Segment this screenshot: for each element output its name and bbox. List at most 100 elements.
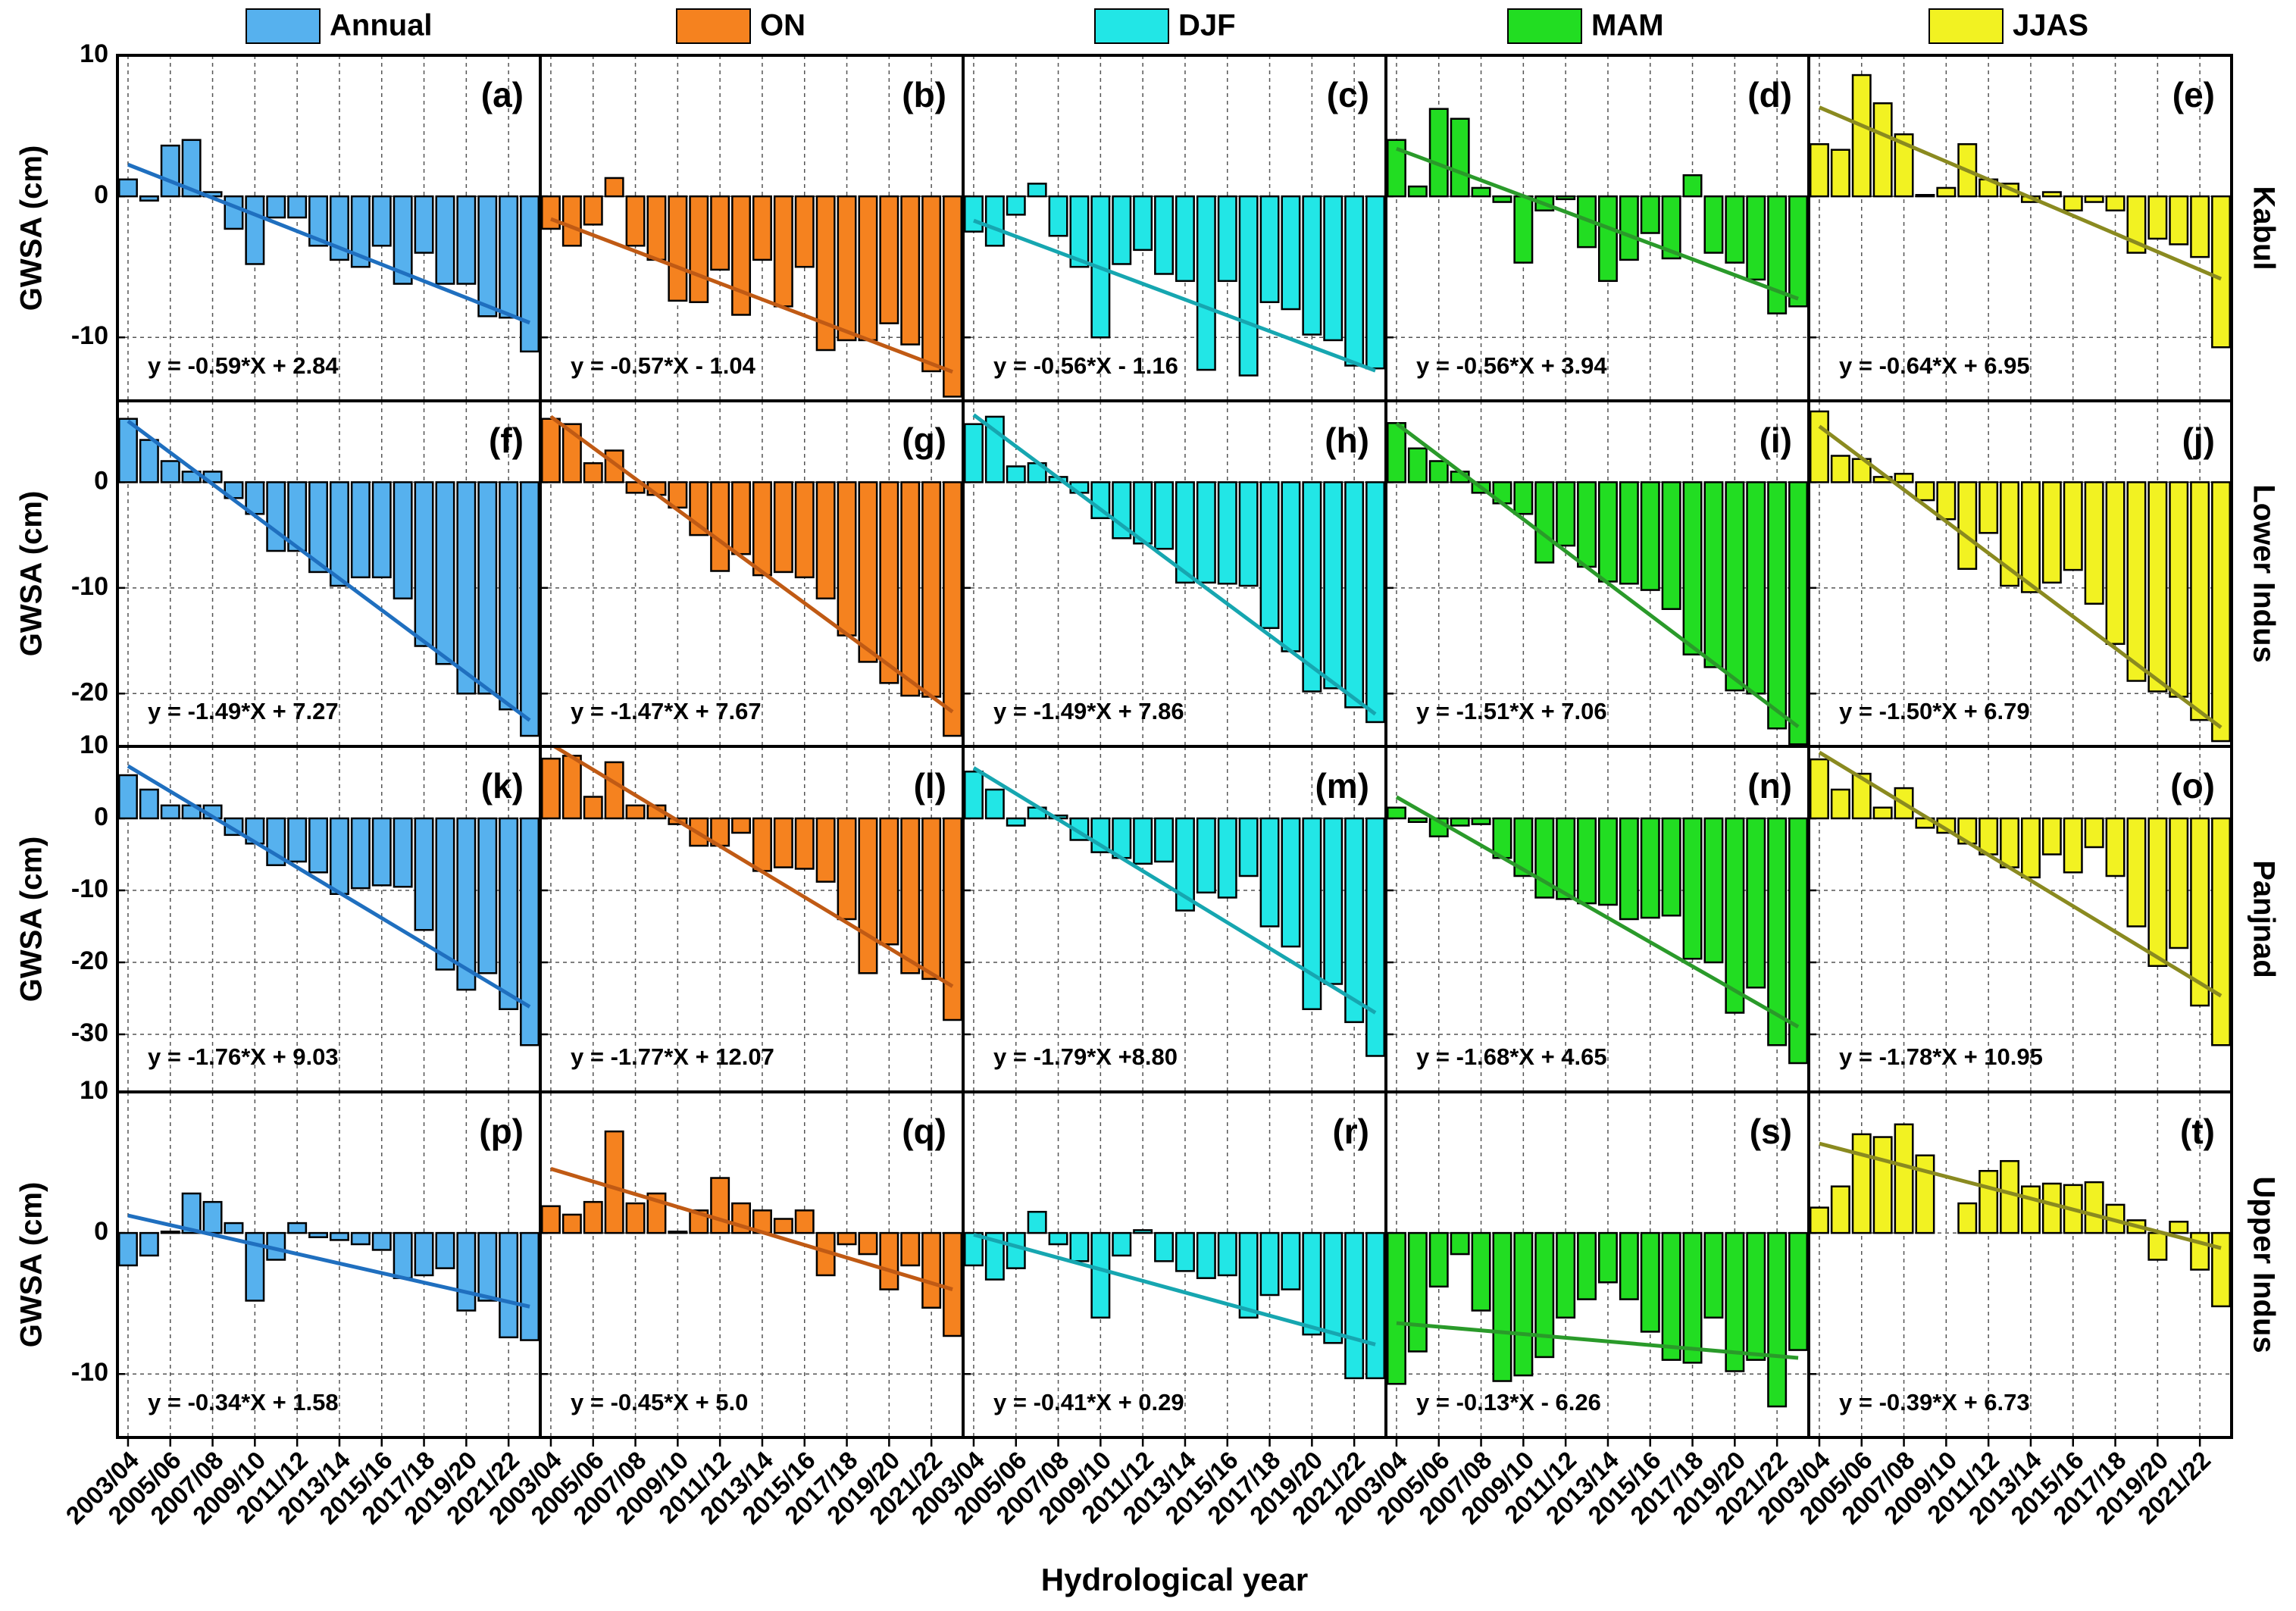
- bar: [879, 817, 899, 946]
- panel-label: (b): [902, 75, 946, 114]
- bar: [371, 1231, 392, 1251]
- bar: [1175, 481, 1195, 584]
- row-label: Kabul: [2247, 186, 2280, 270]
- bar: [1534, 1231, 1555, 1359]
- bar: [1830, 1185, 1850, 1234]
- bar: [1027, 1210, 1047, 1234]
- bar: [435, 195, 455, 285]
- bar: [668, 1231, 688, 1234]
- bar: [2190, 481, 2210, 721]
- bar: [963, 771, 984, 820]
- bar: [117, 1231, 138, 1267]
- bar: [1196, 195, 1216, 371]
- bar: [1133, 195, 1153, 252]
- bar: [2147, 1231, 2168, 1261]
- bar: [1830, 788, 1850, 820]
- panel: y = -1.50*X + 6.79 (j): [1807, 399, 2233, 748]
- bar: [160, 460, 180, 483]
- bar: [1703, 481, 1724, 668]
- panel-frame: [1807, 745, 2233, 1093]
- bar: [773, 817, 793, 868]
- bar: [1196, 481, 1216, 584]
- bar: [435, 817, 455, 971]
- bar: [689, 195, 709, 303]
- bar: [1894, 1123, 1914, 1234]
- bar: [858, 817, 878, 974]
- bar: [2169, 817, 2189, 949]
- bars: [540, 418, 963, 737]
- panel: y = -0.56*X + 3.94 (d): [1384, 54, 1810, 402]
- bar: [1872, 806, 1893, 820]
- bar: [583, 796, 603, 820]
- bars: [1386, 1231, 1809, 1408]
- panel: y = -1.68*X + 4.65 (n): [1384, 745, 1810, 1093]
- bar: [731, 195, 752, 316]
- bar: [1725, 1231, 1745, 1372]
- bar: [414, 817, 434, 931]
- bar: [139, 788, 159, 820]
- bar: [329, 1231, 349, 1241]
- bar: [773, 1218, 793, 1234]
- bar: [1894, 133, 1914, 198]
- panel: y = -1.76*X + 9.03 (k): [116, 745, 542, 1093]
- bar: [1640, 817, 1660, 919]
- bar: [1365, 1231, 1386, 1380]
- panel-frame: [1807, 399, 2233, 748]
- row-label: Lower Indus: [2247, 484, 2280, 663]
- bar: [1915, 194, 1935, 198]
- bar: [921, 1231, 942, 1309]
- panel-label: (o): [2170, 766, 2215, 806]
- bar: [963, 195, 984, 233]
- bar: [1238, 481, 1259, 587]
- trend-line: [1818, 750, 2222, 998]
- equation: y = -0.56*X - 1.16: [993, 352, 1178, 379]
- bar: [1090, 481, 1111, 520]
- bars: [540, 177, 963, 398]
- bar: [2041, 1182, 2062, 1234]
- panel: y = -0.64*X + 6.95 (e): [1807, 54, 2233, 402]
- panel-label: (j): [2182, 421, 2215, 460]
- bar: [1746, 195, 1766, 281]
- bar: [646, 195, 667, 261]
- panel: y = -0.13*X - 6.26 (s): [1384, 1090, 1810, 1439]
- bar: [1577, 817, 1597, 905]
- y-axis-title: GWSA (cm): [15, 491, 48, 657]
- panel: y = -1.78*X + 10.95 (o): [1807, 745, 2233, 1093]
- bar: [2105, 817, 2126, 877]
- x-axis-title: Hydrological year: [1041, 1562, 1308, 1597]
- bar: [1979, 1169, 1999, 1234]
- equation: y = -1.49*X + 7.86: [993, 698, 1184, 724]
- bar: [2126, 817, 2147, 927]
- trend-line: [550, 217, 953, 374]
- bar: [1133, 481, 1153, 545]
- panel-frame: [116, 1090, 542, 1439]
- panel-label: (m): [1315, 766, 1369, 806]
- bar: [1471, 817, 1491, 825]
- legend-swatch: [1928, 8, 2004, 44]
- bar: [1809, 1206, 1829, 1234]
- bar: [1344, 1231, 1365, 1380]
- bars: [540, 755, 963, 1021]
- trend-line: [127, 764, 531, 1009]
- bar: [1323, 817, 1344, 985]
- bar: [984, 195, 1005, 247]
- bar: [1302, 817, 1322, 1010]
- bar: [1513, 1231, 1534, 1377]
- bar: [1323, 481, 1344, 690]
- legend-swatch: [1094, 8, 1169, 44]
- panel-label: (e): [2172, 75, 2215, 114]
- legend-swatch: [676, 8, 751, 44]
- bars: [1809, 74, 2232, 349]
- bars: [117, 418, 540, 737]
- bar: [2211, 1231, 2232, 1308]
- equation: y = -0.45*X + 5.0: [571, 1389, 748, 1415]
- bars: [963, 771, 1386, 1057]
- bar: [943, 1231, 963, 1337]
- y-tick-label: -10: [71, 1358, 108, 1387]
- bar: [2041, 817, 2062, 856]
- y-tick-label: 0: [94, 1217, 108, 1246]
- bar: [752, 817, 772, 872]
- bar: [1492, 195, 1512, 203]
- bar: [1217, 195, 1237, 283]
- bar: [1492, 1231, 1512, 1382]
